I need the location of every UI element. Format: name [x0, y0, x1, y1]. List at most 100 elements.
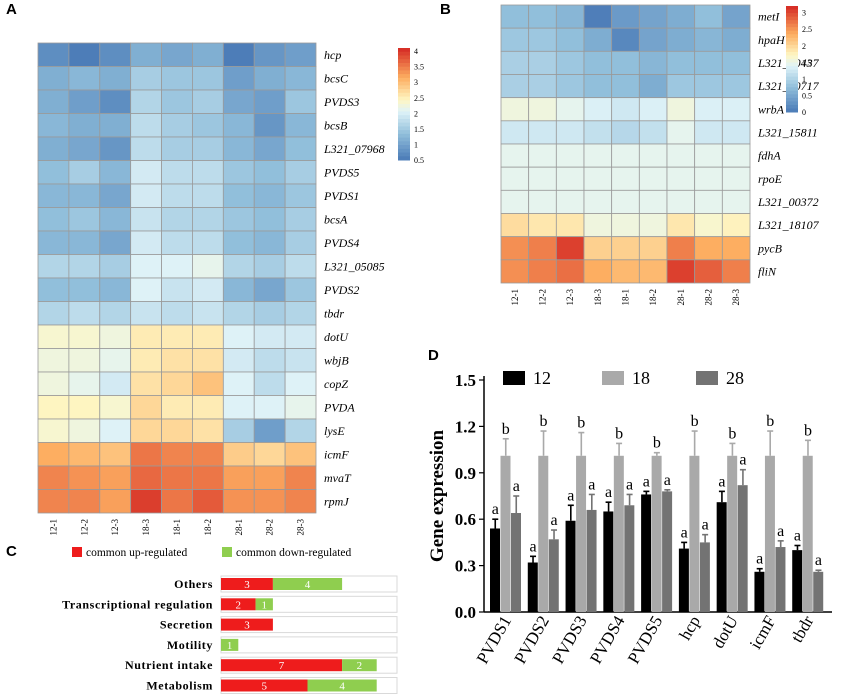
- bar: [641, 494, 652, 612]
- x-tick-label: PVDS4: [586, 612, 629, 667]
- significance-letter: a: [777, 523, 784, 540]
- colorbar-segment: [786, 55, 798, 60]
- heatmap-cell: [68, 42, 101, 67]
- column-label: 18-1: [621, 289, 631, 306]
- heatmap-cell: [68, 324, 101, 349]
- heatmap-cell: [99, 489, 132, 514]
- column-label: 12-2: [538, 289, 548, 306]
- heatmap-cell: [638, 189, 668, 214]
- bar: [500, 455, 511, 612]
- legend-label: 18: [632, 368, 650, 388]
- heatmap-cell: [500, 27, 530, 52]
- column-label: 12-1: [510, 289, 520, 306]
- significance-letter: a: [529, 538, 536, 555]
- heatmap-cell: [284, 489, 317, 514]
- x-tick-label: PVDS1: [473, 613, 515, 668]
- heatmap-cell: [37, 136, 70, 161]
- heatmap-cell: [253, 442, 286, 467]
- heatmap-cell: [222, 301, 255, 326]
- colorbar-segment: [398, 104, 410, 109]
- bar: [565, 520, 576, 612]
- row-label: hcp: [324, 48, 341, 62]
- bar: [792, 550, 803, 612]
- heatmap-cell: [694, 4, 723, 29]
- heatmap-cell: [68, 183, 101, 208]
- row-label: mvaT: [324, 471, 352, 485]
- heatmap-cell: [130, 465, 162, 490]
- segment-value-label: 3: [244, 620, 250, 632]
- column-label: 28-3: [731, 289, 741, 306]
- heatmap-cell: [161, 207, 193, 232]
- heatmap-cell: [555, 143, 585, 168]
- colorbar-tick-label: 1.5: [802, 58, 812, 67]
- heatmap-cell: [161, 136, 193, 161]
- heatmap-cell: [555, 74, 585, 99]
- row-label: PVDS1: [323, 189, 359, 203]
- significance-letter: a: [567, 487, 574, 504]
- row-label: rpmJ: [324, 494, 349, 508]
- heatmap-cell: [99, 160, 132, 185]
- heatmap-cell: [192, 42, 224, 67]
- heatmap-cell: [721, 259, 751, 284]
- heatmap-cell: [611, 120, 640, 145]
- bar: [511, 513, 521, 612]
- heatmap-cell: [611, 97, 640, 122]
- significance-letter: b: [502, 421, 510, 438]
- heatmap-cell: [130, 324, 162, 349]
- heatmap-cell: [37, 348, 70, 373]
- significance-letter: b: [691, 413, 699, 430]
- legend-label-up: common up-regulated: [86, 547, 187, 559]
- x-tick-label: PVDS5: [624, 613, 666, 668]
- heatmap-cell: [284, 42, 317, 67]
- colorbar-segment: [786, 94, 798, 99]
- heatmap-cell: [37, 42, 70, 67]
- colorbar-segment: [786, 20, 798, 25]
- colorbar-tick-label: 3.5: [414, 63, 424, 72]
- heatmap-cell: [253, 465, 286, 490]
- heatmap-cell: [528, 143, 557, 168]
- colorbar-segment: [398, 55, 410, 60]
- heatmap-cell: [638, 213, 668, 238]
- x-tick-label: PVDS3: [548, 613, 590, 668]
- colorbar-segment: [786, 76, 798, 81]
- colorbar-segment: [398, 59, 410, 64]
- heatmap-cell: [638, 143, 668, 168]
- heatmap-cell: [99, 348, 132, 373]
- stacked-bar-segment: [221, 578, 273, 590]
- colorbar-segment: [398, 107, 410, 112]
- heatmap-cell: [694, 259, 723, 284]
- colorbar-segment: [786, 59, 798, 64]
- heatmap-cell: [130, 301, 162, 326]
- heatmap-cell: [666, 27, 696, 52]
- heatmap-cell: [161, 395, 193, 420]
- colorbar-segment: [398, 152, 410, 157]
- heatmap-cell: [721, 50, 751, 75]
- heatmap-cell: [37, 66, 70, 91]
- heatmap-cell: [253, 418, 286, 443]
- heatmap-cell: [611, 74, 640, 99]
- heatmap-cell: [130, 89, 162, 114]
- heatmap-cell: [583, 50, 613, 75]
- row-label: copZ: [324, 377, 348, 391]
- colorbar-tick-label: 1: [802, 75, 806, 84]
- heatmap-cell: [161, 254, 193, 279]
- segment-value-label: 1: [262, 599, 268, 611]
- heatmap-cell: [284, 66, 317, 91]
- heatmap-cell: [37, 324, 70, 349]
- heatmap-cell: [611, 166, 640, 191]
- heatmap-cell: [253, 489, 286, 514]
- heatmap-cell: [37, 418, 70, 443]
- heatmap-cell: [161, 230, 193, 255]
- category-label: Transcriptional regulation: [62, 597, 213, 611]
- segment-value-label: 4: [339, 681, 345, 693]
- category-label: Nutrient intake: [125, 658, 213, 672]
- colorbar-tick-label: 0.5: [802, 91, 812, 100]
- heatmap-cell: [583, 27, 613, 52]
- colorbar-segment: [398, 130, 410, 135]
- heatmap-cell: [99, 42, 132, 67]
- heatmap-cell: [583, 97, 613, 122]
- heatmap-a: hcp bcsC PVDS3 bcsB L321_07968 PVDS5 PVDS1 bcsA…: [37, 42, 424, 536]
- heatmap-cell: [666, 259, 696, 284]
- heatmap-cell: [161, 160, 193, 185]
- row-label: tbdr: [324, 306, 344, 320]
